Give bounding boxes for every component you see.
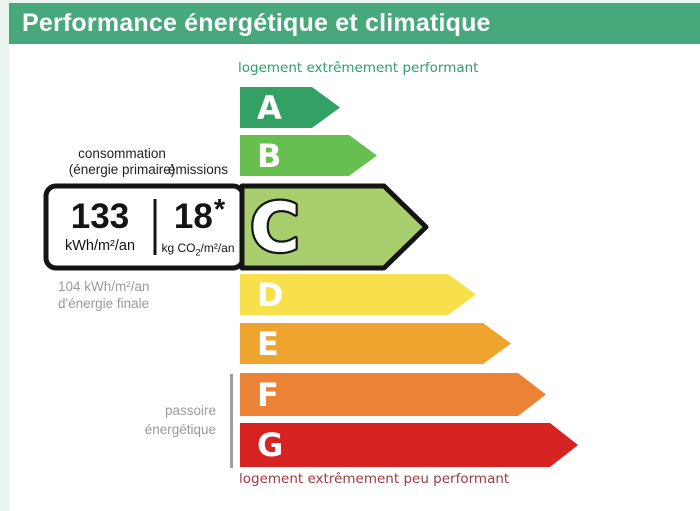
passoire-bracket-line xyxy=(230,374,233,468)
consumption-value: 133 xyxy=(70,197,130,236)
final-energy-line2: d'énergie finale xyxy=(58,296,150,311)
current-grade-letter: C xyxy=(250,189,300,268)
grade-letter-e: E xyxy=(257,324,279,363)
consumption-unit: kWh/m²/an xyxy=(64,238,136,254)
edge-strip-left xyxy=(0,0,9,511)
grade-bar-g: G xyxy=(240,423,578,467)
grade-bar-a: A xyxy=(240,87,340,128)
grade-letter-g: G xyxy=(257,426,284,464)
consumption-label: consommation (énergie primaire) xyxy=(46,146,198,178)
grade-bar-f: F xyxy=(240,373,546,416)
emissions-value: 18* xyxy=(173,194,226,236)
grade-letter-d: D xyxy=(257,275,284,314)
grade-letter-f: F xyxy=(257,375,279,414)
current-grade-block: C xyxy=(43,183,429,271)
grade-bar-e: E xyxy=(240,323,511,364)
grade-letter-b: B xyxy=(257,136,282,175)
grade-letter-a: A xyxy=(257,88,282,127)
emissions-asterisk: * xyxy=(213,194,226,226)
passoire-line2: énergétique xyxy=(144,422,216,437)
final-energy-note: 104 kWh/m²/an d'énergie finale xyxy=(58,278,150,312)
top-performance-label: logement extrêmement performant xyxy=(238,60,479,76)
consumption-label-line2: (énergie primaire) xyxy=(68,162,176,177)
grade-bar-d: D xyxy=(240,274,476,315)
grade-arrow-c xyxy=(239,183,429,271)
page-title: Performance énergétique et climatique xyxy=(9,3,700,44)
bottom-performance-label: logement extrêmement peu performant xyxy=(239,471,510,487)
final-energy-line1: 104 kWh/m²/an xyxy=(58,279,150,294)
grade-bar-b: B xyxy=(240,135,377,176)
passoire-line1: passoire xyxy=(164,403,216,418)
emissions-unit: kg CO2/m²/an xyxy=(161,241,235,258)
emissions-label: émissions xyxy=(167,162,229,177)
consumption-label-line1: consommation xyxy=(78,146,166,161)
edge-strip-top xyxy=(0,0,700,3)
passoire-note: passoire énergétique xyxy=(130,401,216,439)
